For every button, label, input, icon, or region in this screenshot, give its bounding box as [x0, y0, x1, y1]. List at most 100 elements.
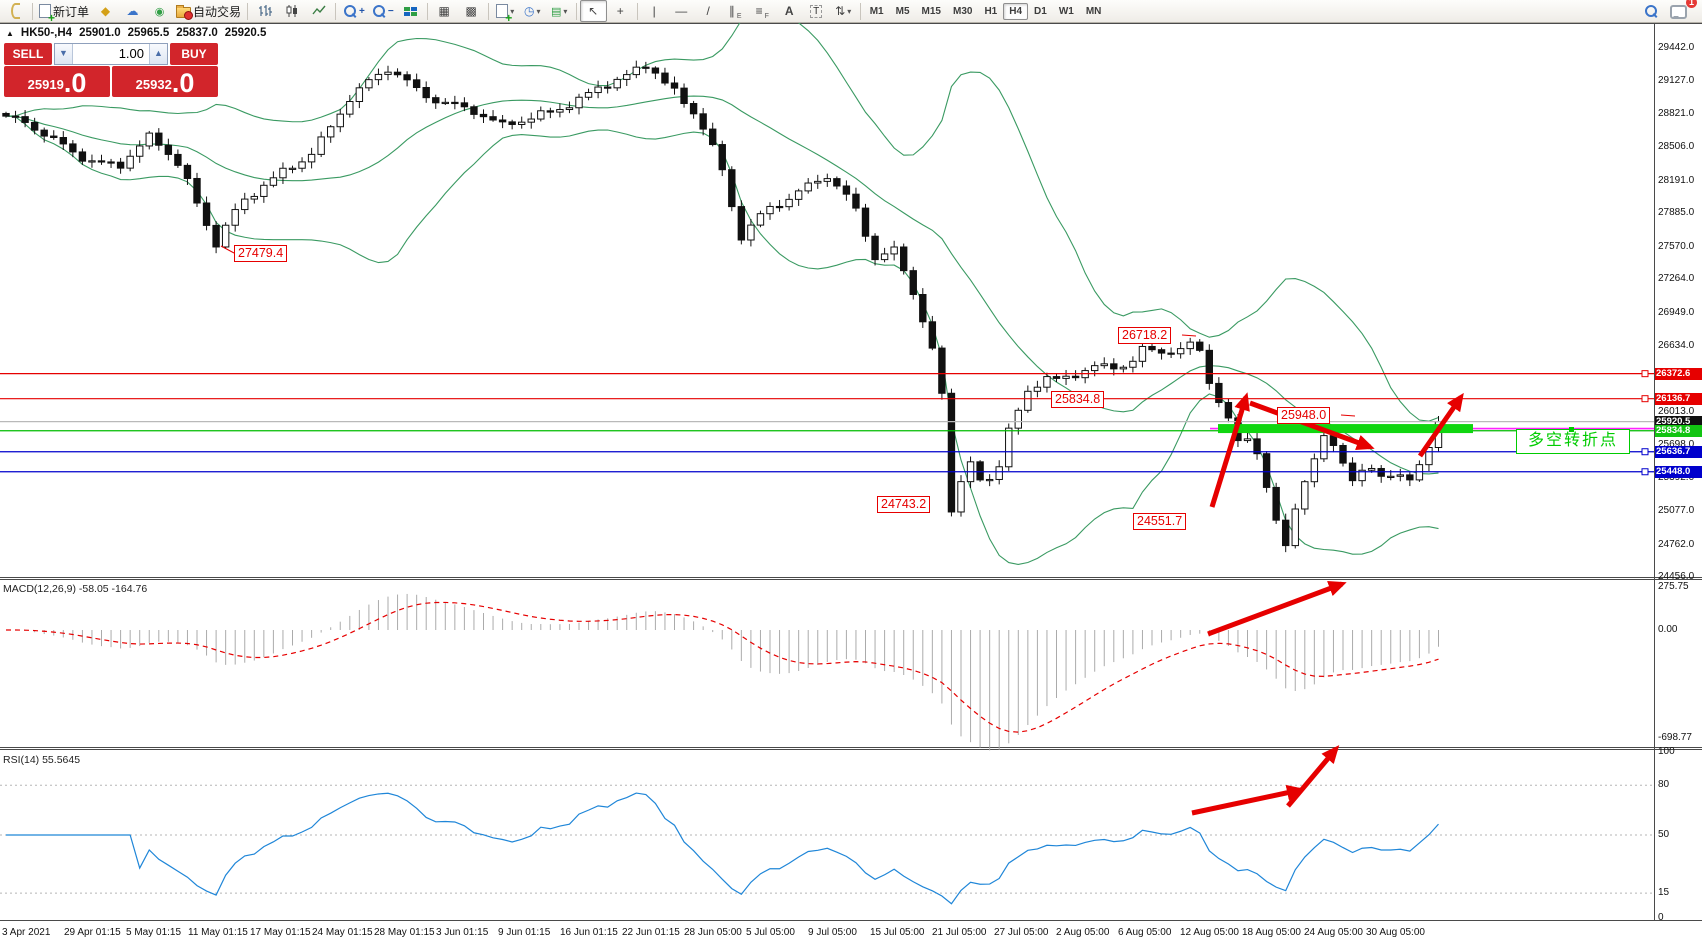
candle-body	[1320, 435, 1328, 460]
arrows-tool-button[interactable]: ⇅ ▾	[830, 0, 857, 22]
price-flag-annotation[interactable]: 24743.2	[877, 496, 931, 513]
toolbar-separator	[426, 2, 428, 20]
text-tool-button[interactable]: A	[776, 0, 803, 22]
macd-indicator-label: MACD(12,26,9) -58.05 -164.76	[3, 583, 148, 595]
trend-arrow[interactable]	[1417, 392, 1464, 458]
trend-arrow[interactable]	[1286, 745, 1340, 808]
candle-body	[747, 224, 755, 241]
selection-anchor-dot	[1569, 427, 1574, 432]
price-flag-annotation[interactable]: 25948.0	[1277, 407, 1331, 424]
collapse-one-click-icon[interactable]: ▲	[6, 28, 14, 38]
volume-increase-button[interactable]: ▲	[149, 44, 167, 64]
candle-body	[508, 121, 516, 125]
community-button[interactable]: ☁	[119, 0, 146, 22]
candle-body	[422, 87, 430, 99]
price-flag-annotation[interactable]: 26718.2	[1118, 327, 1172, 344]
sell-price-main: 25919	[27, 77, 64, 92]
search-button[interactable]	[1638, 0, 1665, 22]
sell-button[interactable]: SELL	[4, 43, 52, 65]
volume-input[interactable]: 1.00	[118, 46, 144, 61]
fibonacci-tool-button[interactable]: ≡ F	[755, 4, 769, 20]
new-chart-button[interactable]: + ▾	[492, 0, 519, 24]
new-order-button[interactable]: + 新订单	[36, 0, 92, 24]
volume-decrease-button[interactable]: ▼	[55, 44, 73, 64]
candle-body	[575, 96, 583, 109]
candle-body	[40, 129, 48, 137]
sell-price-display[interactable]: 25919.0	[4, 66, 110, 97]
toolbar-separator	[636, 2, 638, 20]
candle-body	[432, 97, 440, 104]
autotrading-label: 自动交易	[193, 4, 242, 19]
candle-body	[1129, 360, 1137, 368]
price-flag-annotation[interactable]: 24551.7	[1133, 513, 1187, 530]
notifications-button[interactable]: 1	[1665, 0, 1697, 22]
timeframe-m5-button[interactable]: M5	[895, 5, 910, 17]
timeframe-w1-button[interactable]: W1	[1058, 5, 1074, 17]
candle-body	[365, 79, 373, 89]
clipped-toolbar-icon	[2, 0, 29, 22]
timeframe-m30-button[interactable]: M30	[952, 5, 973, 17]
signals-button[interactable]: ◉	[146, 0, 173, 22]
buy-price-display[interactable]: 25932.0	[112, 66, 218, 97]
candle-body	[384, 71, 392, 75]
autotrading-button[interactable]: 自动交易	[173, 0, 244, 22]
line-chart-button[interactable]	[305, 0, 332, 22]
timeframe-d1-button[interactable]: D1	[1034, 5, 1047, 17]
green-highlight-bar[interactable]	[1218, 424, 1473, 434]
line-handle[interactable]	[1641, 468, 1649, 476]
line-handle[interactable]	[1641, 448, 1649, 456]
trend-arrow[interactable]	[1209, 392, 1250, 508]
trend-arrow[interactable]	[1249, 400, 1375, 451]
candle-body	[260, 184, 268, 197]
candle-body	[632, 66, 640, 76]
candle-body	[1387, 475, 1395, 478]
periods-button[interactable]: ◷ ▾	[519, 0, 546, 22]
trend-arrow[interactable]	[1191, 784, 1305, 816]
cursor-button[interactable]: ↖	[579, 0, 607, 22]
timeframe-m15-button[interactable]: M15	[921, 5, 941, 17]
candle-body	[241, 198, 249, 211]
profiles-button[interactable]: ◆	[92, 0, 119, 22]
templates-button[interactable]: ▤ ▾	[546, 0, 573, 22]
price-flag-annotation[interactable]: 27479.4	[234, 245, 288, 262]
timeframe-h1-button[interactable]: H1	[984, 5, 998, 17]
dropdown-caret-icon: ▾	[847, 6, 852, 16]
candlestick-chart-button[interactable]	[278, 0, 305, 22]
candle-body	[537, 110, 545, 120]
label-tool-button[interactable]: T	[803, 0, 830, 22]
arrange-windows-button[interactable]: ▦	[431, 0, 458, 22]
line-handle[interactable]	[1641, 370, 1649, 378]
timeframe-mn-button[interactable]: MN	[1085, 5, 1102, 17]
bar-chart-button[interactable]	[251, 0, 278, 22]
candle-body	[183, 164, 192, 179]
buy-button[interactable]: BUY	[170, 43, 218, 65]
bollinger-band	[5, 10, 1439, 422]
crosshair-button[interactable]: +	[607, 0, 634, 22]
trendline-tool-button[interactable]: /	[695, 0, 722, 22]
zoom-in-button[interactable]: +	[339, 0, 368, 22]
timeframe-m1-button[interactable]: M1	[869, 5, 884, 17]
channel-tool-button[interactable]: ∥ E	[728, 4, 742, 20]
candle-body	[804, 182, 812, 192]
community-icon: ☁	[126, 4, 139, 18]
trend-arrow[interactable]	[1207, 581, 1347, 637]
toolbar-separator	[32, 2, 33, 20]
candle-body	[97, 160, 106, 163]
candle-body	[1186, 341, 1194, 350]
bull-bear-turning-point-label[interactable]: 多空转折点	[1516, 427, 1630, 454]
candle-body	[947, 392, 956, 513]
cascade-windows-button[interactable]: ▩	[458, 0, 485, 22]
candle-body	[1406, 474, 1414, 481]
vertical-line-tool-button[interactable]: |	[641, 0, 668, 22]
price-flag-annotation[interactable]: 25834.8	[1051, 391, 1105, 408]
tile-windows-button[interactable]	[397, 0, 424, 22]
zoom-out-button[interactable]: −	[368, 0, 397, 22]
candle-body	[298, 161, 306, 169]
zoom-out-icon	[372, 4, 385, 17]
timeframe-h4-button[interactable]: H4	[1003, 2, 1029, 20]
candle-body	[470, 106, 478, 115]
horizontal-line-tool-button[interactable]: —	[668, 0, 695, 22]
line-handle[interactable]	[1641, 395, 1649, 403]
candle-body	[1071, 375, 1080, 379]
